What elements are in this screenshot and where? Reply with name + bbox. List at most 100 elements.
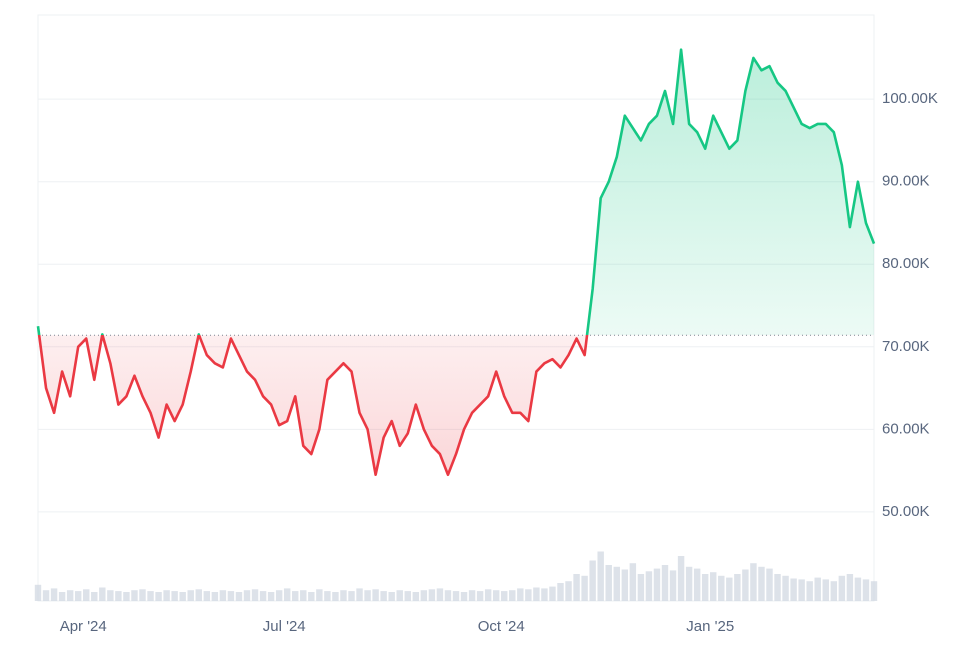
volume-bar	[420, 590, 428, 601]
volume-bar	[332, 592, 339, 601]
volume-bar	[372, 589, 379, 601]
volume-bar	[782, 575, 789, 601]
volume-bar	[573, 574, 580, 601]
volume-bar	[822, 579, 829, 601]
volume-bar	[66, 590, 74, 601]
x-tick-label: Apr '24	[60, 618, 107, 635]
volume-bar	[814, 577, 821, 601]
volume-bar	[267, 592, 275, 601]
volume-bar	[155, 592, 162, 601]
y-tick-label: 90.00K	[882, 173, 930, 190]
volume-bar	[710, 572, 717, 601]
volume-bar	[436, 588, 444, 601]
volume-bar	[605, 565, 612, 601]
volume-bar	[292, 591, 299, 601]
volume-bar	[492, 590, 500, 601]
y-tick-label: 50.00K	[882, 503, 930, 520]
volume-bar	[701, 574, 709, 601]
volume-bar	[187, 590, 194, 601]
volume-bar	[251, 589, 259, 601]
volume-bar	[846, 574, 854, 601]
volume-bar	[830, 581, 838, 601]
volume-bar	[227, 591, 235, 601]
volume-bar	[669, 570, 677, 601]
volume-bar	[621, 569, 629, 601]
y-tick-label: 60.00K	[882, 420, 930, 437]
volume-bar	[99, 587, 106, 601]
volume-bar	[203, 591, 211, 601]
volume-bar	[476, 591, 484, 601]
volume-bar	[388, 592, 395, 601]
volume-bar	[444, 590, 452, 601]
price-area	[38, 49, 874, 475]
volume-bar	[380, 591, 387, 601]
volume-bar	[179, 592, 186, 601]
volume-bar	[750, 563, 757, 601]
volume-bar	[525, 589, 532, 601]
volume-bar	[348, 591, 355, 601]
volume-bar	[396, 590, 403, 601]
volume-bar	[139, 589, 146, 601]
volume-bar	[404, 591, 411, 601]
volume-bar	[629, 563, 637, 601]
volume-bar	[468, 590, 476, 601]
y-tick-label: 70.00K	[882, 338, 930, 355]
volume-bar	[774, 574, 781, 601]
volume-bar	[34, 584, 42, 601]
volume-bar	[742, 569, 749, 601]
volume-bar	[693, 568, 701, 601]
volume-bar	[509, 590, 516, 601]
volume-bar	[734, 574, 741, 601]
volume-bar	[581, 575, 588, 601]
volume-bar	[195, 589, 202, 601]
x-tick-label: Jan '25	[686, 618, 734, 635]
volume-bar	[259, 591, 267, 601]
volume-bar	[517, 588, 524, 601]
volume-bar	[356, 588, 363, 601]
volume-bar	[565, 581, 572, 601]
volume-bar	[364, 590, 371, 601]
volume-bar	[235, 592, 243, 601]
volume-bar	[870, 581, 878, 601]
volume-bar	[758, 566, 765, 601]
volume-bar	[42, 590, 50, 601]
volume-bar	[484, 589, 492, 601]
volume-bar	[50, 588, 58, 601]
volume-bar	[340, 590, 347, 601]
volume-bar	[766, 568, 773, 601]
volume-bar	[726, 577, 733, 601]
volume-bar	[549, 586, 556, 601]
volume-bar	[91, 592, 98, 601]
x-tick-label: Oct '24	[478, 618, 525, 635]
volume-bar	[645, 571, 653, 601]
volume-bar	[653, 568, 661, 601]
volume-bar	[219, 590, 227, 601]
volume-bar	[283, 588, 291, 601]
volume-bar	[316, 589, 323, 601]
volume-bar	[107, 590, 114, 601]
volume-bar	[428, 589, 436, 601]
volume-bar	[798, 579, 805, 601]
volume-bar	[613, 566, 620, 601]
volume-bar	[685, 566, 693, 601]
volume-bar	[324, 591, 331, 601]
volume-bar	[501, 591, 508, 601]
volume-bar	[58, 592, 66, 601]
volume-bar	[452, 591, 460, 601]
volume-bar	[163, 590, 170, 601]
volume-bar	[589, 560, 596, 601]
volume-bar	[637, 574, 645, 601]
volume-bar	[854, 577, 862, 601]
volume-bar	[243, 590, 251, 601]
volume-bar	[275, 590, 283, 601]
volume-bar	[661, 565, 669, 601]
volume-bar	[862, 579, 870, 601]
volume-bar	[533, 587, 540, 601]
volume-bar	[541, 588, 548, 601]
volume-bar	[308, 592, 315, 601]
volume-bar	[838, 575, 846, 601]
volume-bar	[300, 590, 307, 601]
x-tick-label: Jul '24	[263, 618, 306, 635]
volume-bar	[790, 578, 797, 601]
